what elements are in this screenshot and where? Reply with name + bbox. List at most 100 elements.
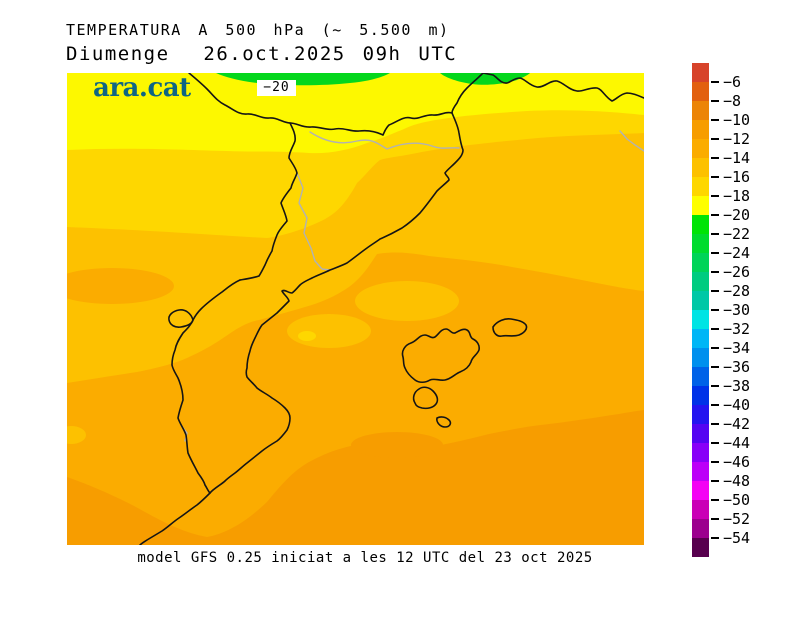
colorbar-tick-label: −30 — [723, 301, 751, 319]
colorbar-segment — [692, 538, 709, 557]
page-title: TEMPERATURA A 500 hPa (~ 5.500 m) — [66, 21, 450, 39]
colorbar-tick — [711, 385, 719, 387]
colorbar-tick — [711, 480, 719, 482]
colorbar-tick — [711, 404, 719, 406]
ara-cat-logo: ara.cat — [93, 73, 191, 103]
weather-map: ara.cat −20 — [67, 73, 644, 545]
colorbar-tick-label: −36 — [723, 358, 751, 376]
colorbar-segment — [692, 120, 709, 139]
border-pyrenees — [188, 73, 453, 136]
colorbar-tick-label: −18 — [723, 187, 751, 205]
colorbar-tick-label: −50 — [723, 491, 751, 509]
colorbar-segment — [692, 519, 709, 538]
colorbar-segment — [692, 310, 709, 329]
island-ibiza — [412, 386, 439, 410]
colorbar-tick-label: −16 — [723, 168, 751, 186]
colorbar-tick-label: −28 — [723, 282, 751, 300]
colorbar-tick-label: −32 — [723, 320, 751, 338]
zone-deep-orange — [67, 410, 644, 545]
border-catalonia-west — [239, 122, 298, 281]
colorbar-tick-label: −52 — [723, 510, 751, 528]
blob-light-west — [287, 314, 371, 348]
colorbar-tick-label: −24 — [723, 244, 751, 262]
colorbar-tick — [711, 442, 719, 444]
colorbar-segment — [692, 215, 709, 234]
island-formentera — [436, 416, 452, 428]
colorbar-tick — [711, 271, 719, 273]
map-canvas — [67, 73, 644, 545]
colorbar-tick-label: −44 — [723, 434, 751, 452]
blob-light-balearic — [355, 281, 459, 321]
colorbar-segment — [692, 196, 709, 215]
colorbar-segment — [692, 367, 709, 386]
colorbar-segment — [692, 348, 709, 367]
colorbar-segment — [692, 405, 709, 424]
colorbar-tick-label: −14 — [723, 149, 751, 167]
colorbar-tick — [711, 423, 719, 425]
colorbar-tick — [711, 81, 719, 83]
colorbar-tick — [711, 252, 719, 254]
contour-label-minus20: −20 — [257, 80, 296, 96]
colorbar-tick — [711, 309, 719, 311]
border-ademuz-exclave — [168, 309, 194, 328]
colorbar-segment — [692, 234, 709, 253]
colorbar-tick-label: −12 — [723, 130, 751, 148]
colorbar-segment — [692, 82, 709, 101]
island-mallorca — [401, 328, 480, 384]
page-subtitle: Diumenge 26.oct.2025 09h UTC — [66, 43, 458, 65]
zone-green-east — [440, 73, 530, 85]
colorbar-tick-label: −8 — [723, 92, 742, 110]
colorbar-tick — [711, 138, 719, 140]
colorbar-tick — [711, 499, 719, 501]
colorbar-segment — [692, 272, 709, 291]
colorbar-segment — [692, 63, 709, 82]
region-border-girona — [309, 131, 460, 150]
colorbar-tick — [711, 518, 719, 520]
colorbar-segment — [692, 291, 709, 310]
colorbar-segment — [692, 253, 709, 272]
colorbar-tick-label: −22 — [723, 225, 751, 243]
colorbar-tick — [711, 100, 719, 102]
colorbar-tick — [711, 290, 719, 292]
island-menorca — [492, 318, 528, 337]
colorbar-tick-label: −26 — [723, 263, 751, 281]
colorbar-segment — [692, 101, 709, 120]
border-valencia-west — [171, 279, 241, 494]
coastline-main — [139, 73, 484, 545]
colorbar-tick — [711, 347, 719, 349]
colorbar-segment — [692, 443, 709, 462]
colorbar-tick — [711, 537, 719, 539]
blob-dark-valencia — [351, 432, 443, 458]
colorbar-tick-label: −20 — [723, 206, 751, 224]
colorbar-tick-label: −38 — [723, 377, 751, 395]
blob-light-edge — [67, 426, 86, 444]
colorbar-tick — [711, 461, 719, 463]
colorbar-tick-label: −10 — [723, 111, 751, 129]
region-border-france — [619, 130, 644, 152]
colorbar-tick — [711, 328, 719, 330]
colorbar-segment — [692, 500, 709, 519]
colorbar-segment — [692, 424, 709, 443]
blob-dark-left — [67, 268, 174, 304]
colorbar-tick-label: −48 — [723, 472, 751, 490]
colorbar-tick — [711, 157, 719, 159]
colorbar-tick-label: −40 — [723, 396, 751, 414]
colorbar-segment — [692, 158, 709, 177]
colorbar-tick — [711, 366, 719, 368]
coastline-france — [482, 73, 644, 102]
colorbar-tick — [711, 119, 719, 121]
colorbar-tick — [711, 233, 719, 235]
colorbar-tick-label: −54 — [723, 529, 751, 547]
colorbar-tick-label: −42 — [723, 415, 751, 433]
colorbar-tick-label: −6 — [723, 73, 742, 91]
colorbar-segment — [692, 462, 709, 481]
colorbar-tick — [711, 195, 719, 197]
colorbar-tick — [711, 214, 719, 216]
colorbar-tick-label: −46 — [723, 453, 751, 471]
colorbar-segment — [692, 177, 709, 196]
footer-caption: model GFS 0.25 iniciat a les 12 UTC del … — [137, 550, 593, 566]
colorbar: −6 −8 −10 −12 −14 −16 −18 −20 −22 −24 −26 −28 −30 −32… — [692, 63, 762, 557]
colorbar-tick-label: −34 — [723, 339, 751, 357]
colorbar-tick — [711, 176, 719, 178]
